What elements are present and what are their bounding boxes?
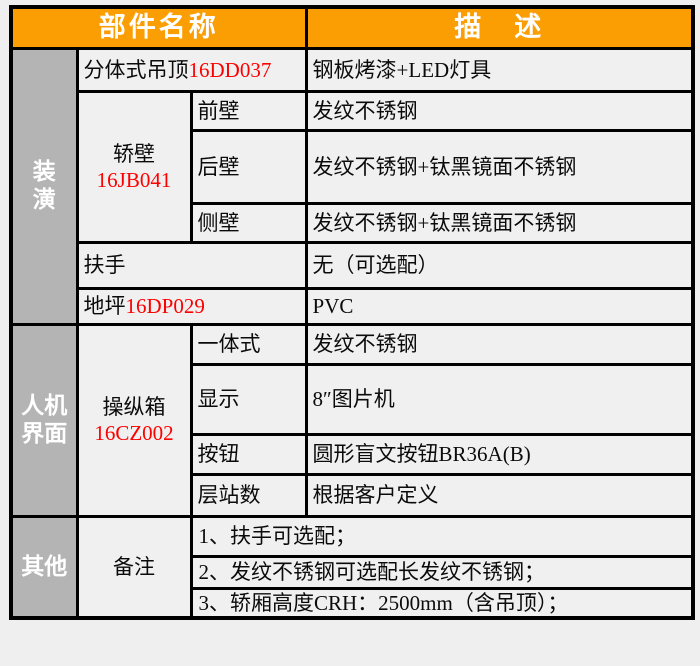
cell-integrated-desc: 发纹不锈钢 — [304, 322, 695, 366]
cell-side-wall-name: 侧壁 — [189, 201, 308, 244]
part-name: 地坪 — [83, 294, 126, 319]
cell-button-desc: 圆形盲文按钮BR36A(B) — [304, 432, 695, 476]
part-code: 16JB041 — [96, 167, 172, 192]
table-row-stops: 层站数 根据客户定义 — [11, 472, 695, 518]
part-code: 16DP029 — [125, 294, 205, 319]
part-name: 分体式吊顶 — [83, 57, 189, 82]
cell-car-wall: 轿壁 16JB041 — [75, 89, 193, 244]
cell-ceiling-name: 分体式吊顶16DD037 — [75, 46, 308, 93]
part-code: 16CZ002 — [94, 421, 174, 446]
table-row-cop-integrated: 人机界面 操纵箱 16CZ002 一体式 发纹不锈钢 — [9, 322, 695, 518]
section-label-text: 其他 — [21, 553, 68, 579]
table-row-side-wall: 侧壁 发纹不锈钢+钛黑镜面不锈钢 — [11, 201, 695, 244]
cell-floor-name: 地坪16DP029 — [75, 286, 308, 326]
section-label-other: 其他 — [9, 514, 79, 620]
section-label-text: 人机界面 — [21, 393, 68, 446]
cell-note-1: 1、扶手可选配； — [189, 514, 695, 558]
table-row-handrail: 扶手 无（可选配） — [11, 240, 695, 290]
part-name: 轿壁 — [113, 141, 155, 166]
cell-stops-desc: 根据客户定义 — [304, 472, 695, 518]
section-label-decoration: 装潢 — [9, 46, 79, 326]
cell-front-wall-name: 前壁 — [189, 89, 308, 132]
section-label-hmi: 人机界面 — [9, 322, 79, 518]
table-row-floor: 地坪16DP029 PVC — [11, 286, 695, 326]
cell-display-name: 显示 — [189, 362, 308, 436]
cell-front-wall-desc: 发纹不锈钢 — [304, 89, 695, 132]
table-row-note-3: 3、轿厢高度CRH：2500mm（含吊顶）； — [11, 586, 695, 620]
part-code: 16DD037 — [188, 57, 272, 82]
col-header-part-name: 部件名称 — [9, 5, 308, 50]
table-row-button: 按钮 圆形盲文按钮BR36A(B) — [11, 432, 695, 476]
table-row-note-1: 其他 备注 1、扶手可选配； — [9, 514, 695, 620]
cell-rear-wall-desc: 发纹不锈钢+钛黑镜面不锈钢 — [304, 128, 695, 205]
table-header-row: 部件名称 描 述 — [9, 5, 695, 50]
cell-note-2: 2、发纹不锈钢可选配长发纹不锈钢； — [189, 554, 695, 590]
cell-note-3: 3、轿厢高度CRH：2500mm（含吊顶）； — [189, 586, 695, 620]
col-header-description: 描 述 — [304, 5, 695, 50]
section-label-text: 装潢 — [32, 159, 56, 212]
cell-rear-wall-name: 后壁 — [189, 128, 308, 205]
cell-cop: 操纵箱 16CZ002 — [75, 322, 193, 518]
part-name: 操纵箱 — [102, 395, 166, 419]
spec-table: 部件名称 描 述 装潢 分体式吊顶16DD037 钢板烤漆+LED灯具 轿壁 1… — [9, 5, 696, 620]
table-row-ceiling: 装潢 分体式吊顶16DD037 钢板烤漆+LED灯具 — [9, 46, 695, 326]
cell-button-name: 按钮 — [189, 432, 308, 476]
table-row-front-wall: 轿壁 16JB041 前壁 发纹不锈钢 — [11, 89, 695, 244]
cell-stops-name: 层站数 — [189, 472, 308, 518]
cell-floor-desc: PVC — [304, 286, 695, 326]
table-row-display: 显示 8″图片机 — [11, 362, 695, 436]
cell-side-wall-desc: 发纹不锈钢+钛黑镜面不锈钢 — [304, 201, 695, 244]
table-row-note-2: 2、发纹不锈钢可选配长发纹不锈钢； — [11, 554, 695, 590]
cell-remark-name: 备注 — [75, 514, 193, 620]
table-row-rear-wall: 后壁 发纹不锈钢+钛黑镜面不锈钢 — [11, 128, 695, 205]
cell-handrail-name: 扶手 — [75, 240, 308, 290]
cell-display-desc: 8″图片机 — [304, 362, 695, 436]
cell-ceiling-desc: 钢板烤漆+LED灯具 — [304, 46, 695, 93]
cell-handrail-desc: 无（可选配） — [304, 240, 695, 290]
cell-integrated-name: 一体式 — [189, 322, 308, 366]
